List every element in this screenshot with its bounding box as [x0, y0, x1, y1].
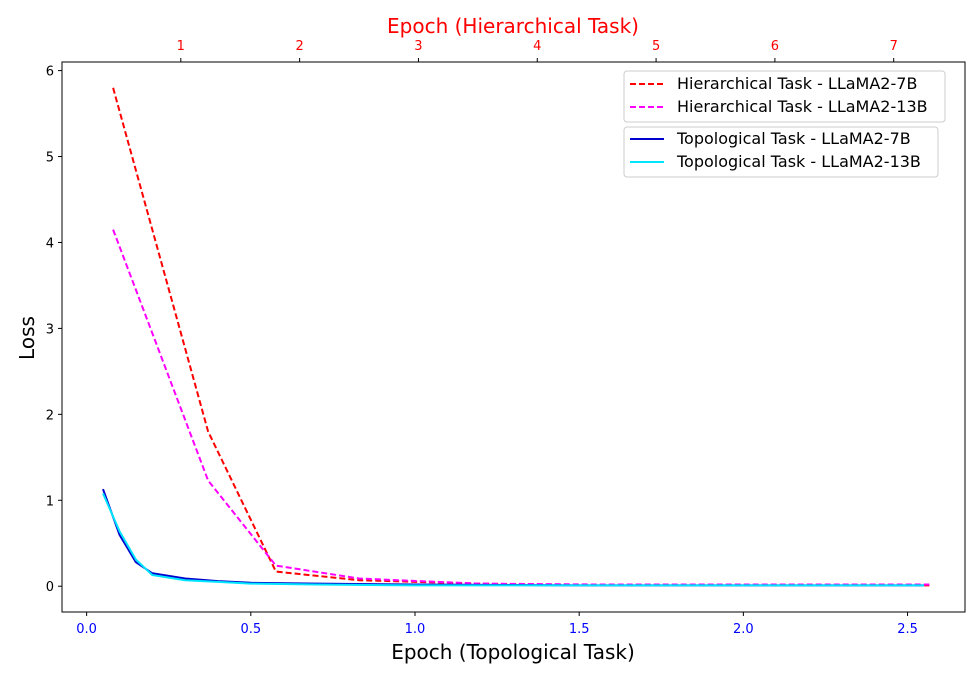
x-top-tick-label: 1 — [177, 39, 185, 54]
x-top-tick-label: 3 — [414, 39, 422, 54]
x-bottom-tick-label: 1.0 — [405, 622, 426, 637]
plot-frame — [61, 61, 966, 613]
x-top-tick-label: 7 — [890, 39, 898, 54]
y-tick-label: 4 — [46, 236, 54, 251]
legend-label-hier-13b: Hierarchical Task - LLaMA2-13B — [677, 97, 928, 116]
ticks-layer: 0 1 2 3 4 5 6 0.0 0.5 1.0 1.5 2.0 2.5 1 2 3 4 5 6 7 — [46, 39, 918, 637]
legend-topological-box — [623, 126, 939, 178]
legend-hierarchical-box — [623, 70, 946, 123]
x-bottom-tick-label: 0.0 — [76, 622, 97, 637]
y-tick-label: 2 — [46, 408, 54, 423]
y-tick-label: 5 — [46, 151, 54, 166]
legend-label-topo-13b: Topological Task - LLaMA2-13B — [676, 152, 921, 171]
series-line-3 — [102, 492, 924, 587]
chart-title: Epoch (Hierarchical Task) — [387, 14, 639, 38]
y-tick-label: 1 — [46, 494, 54, 509]
x-top-tick-label: 6 — [771, 39, 779, 54]
y-tick-label: 0 — [46, 580, 54, 595]
y-axis-label: Loss — [15, 316, 39, 360]
x-bottom-tick-label: 2.0 — [733, 622, 754, 637]
x-bottom-tick-label: 1.5 — [569, 622, 590, 637]
series-layer — [102, 87, 930, 587]
x-top-tick-label: 4 — [533, 39, 541, 54]
x-bottom-tick-label: 2.5 — [897, 622, 918, 637]
x-top-tick-label: 5 — [652, 39, 660, 54]
series-line-1 — [112, 229, 930, 586]
legend-label-topo-7b: Topological Task - LLaMA2-7B — [676, 129, 911, 148]
legend-topological: Topological Task - LLaMA2-7B Topological… — [623, 126, 939, 178]
x-top-tick-label: 2 — [295, 39, 303, 54]
y-tick-label: 6 — [46, 65, 54, 80]
x-bottom-tick-label: 0.5 — [240, 622, 261, 637]
legend-label-hier-7b: Hierarchical Task - LLaMA2-7B — [677, 74, 917, 93]
x-axis-label: Epoch (Topological Task) — [391, 640, 635, 664]
legend-hierarchical: Hierarchical Task - LLaMA2-7B Hierarchic… — [623, 70, 946, 123]
y-tick-label: 3 — [46, 322, 54, 337]
